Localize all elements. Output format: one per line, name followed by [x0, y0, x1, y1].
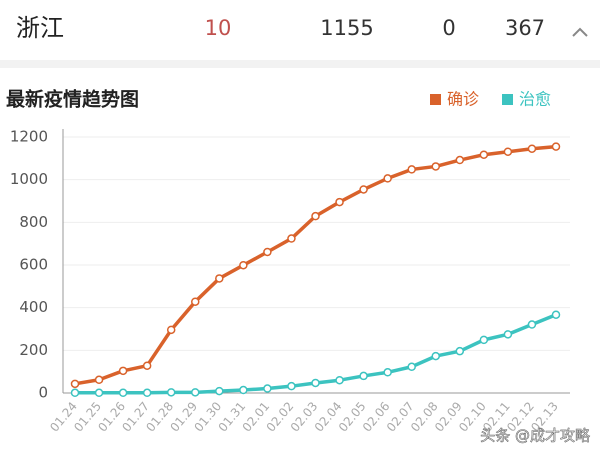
data-point — [263, 247, 272, 257]
data-point — [335, 375, 344, 385]
data-point — [479, 335, 489, 345]
chart-title: 最新疫情趋势图 — [6, 88, 139, 111]
data-point — [359, 371, 368, 381]
data-point — [503, 147, 513, 156]
data-point — [70, 388, 80, 398]
data-point — [383, 368, 392, 377]
data-point — [118, 388, 128, 398]
y-tick-label: 1200 — [10, 128, 48, 146]
data-point — [335, 197, 344, 207]
data-point — [70, 379, 80, 389]
y-tick-label: 600 — [19, 256, 48, 274]
data-point — [94, 388, 104, 398]
data-point — [527, 144, 537, 153]
data-point — [455, 346, 465, 356]
data-point — [407, 362, 416, 372]
y-tick-label: 800 — [19, 213, 48, 231]
divider — [0, 60, 600, 68]
y-tick-label: 0 — [38, 384, 48, 402]
data-point — [287, 381, 296, 391]
data-point — [311, 211, 320, 221]
region: 浙江 — [16, 14, 64, 42]
data-point — [166, 388, 176, 397]
data-point — [383, 174, 392, 183]
legend-swatch — [430, 94, 441, 105]
data-point — [431, 162, 440, 171]
data-point — [215, 274, 224, 283]
data-point — [142, 361, 152, 370]
watermark: 头条 @成才攻略 — [480, 427, 590, 445]
data-point — [311, 378, 320, 388]
data-point — [551, 142, 561, 151]
y-tick-label: 400 — [19, 298, 48, 316]
legend-label: 确诊 — [447, 90, 479, 109]
data-point — [479, 150, 489, 159]
legend-swatch — [502, 94, 513, 105]
data-point — [503, 330, 513, 339]
data-point — [142, 388, 152, 398]
header-bg — [0, 0, 600, 60]
y-tick-label: 200 — [19, 341, 48, 359]
data-point — [166, 325, 176, 335]
data-point — [191, 297, 200, 306]
data-point — [239, 385, 248, 395]
stat: 10 — [205, 16, 232, 40]
data-point — [215, 386, 224, 396]
stat: 367 — [505, 16, 545, 40]
data-point — [191, 388, 200, 397]
y-tick-label: 1000 — [10, 170, 48, 188]
stat: 1155 — [320, 16, 373, 40]
stat: 0 — [442, 16, 455, 40]
data-point — [94, 375, 104, 385]
data-point — [287, 234, 296, 243]
data-point — [455, 155, 465, 165]
data-point — [239, 260, 248, 270]
data-point — [431, 351, 440, 361]
data-point — [551, 310, 561, 319]
data-point — [527, 320, 537, 329]
data-point — [263, 384, 272, 393]
data-point — [118, 366, 128, 376]
data-point — [359, 185, 368, 194]
data-point — [407, 165, 416, 174]
collapse-icon[interactable] — [572, 27, 588, 37]
legend-label: 治愈 — [519, 90, 551, 109]
